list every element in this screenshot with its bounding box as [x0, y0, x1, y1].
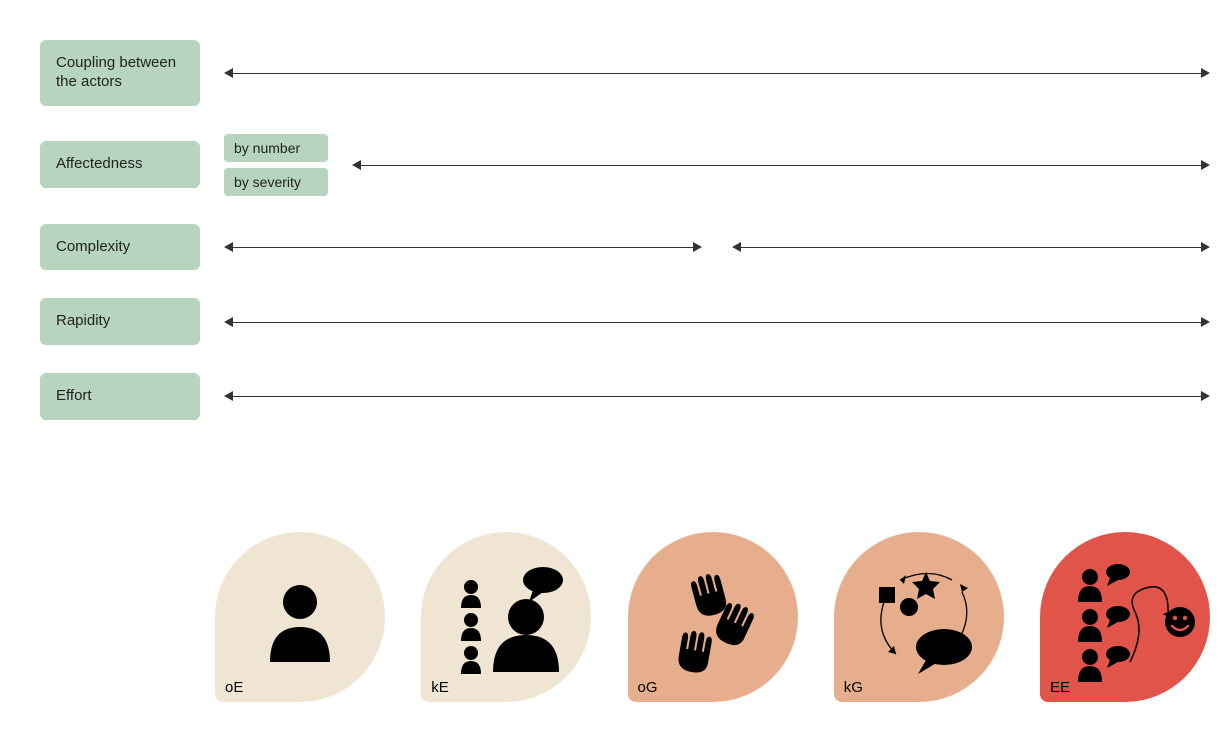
arrow-complexity-left	[224, 242, 702, 252]
drop-label-kG: kG	[844, 679, 863, 696]
drop-kG: kG	[834, 532, 1004, 702]
arrow-complexity	[224, 242, 1210, 252]
drop-kE: kE	[421, 532, 591, 702]
drop-label-kE: kE	[431, 679, 449, 696]
sublabel-by-number: by number	[224, 134, 328, 162]
label-coupling: Coupling between the actors	[40, 40, 200, 106]
drop-label-oE: oE	[225, 679, 243, 696]
sublabel-by-severity: by severity	[224, 168, 328, 196]
drop-oG: oG	[628, 532, 798, 702]
drop-label-oG: oG	[638, 679, 658, 696]
person-icon	[215, 532, 385, 702]
drop-oE: oE	[215, 532, 385, 702]
row-rapidity: Rapidity	[40, 298, 1210, 345]
label-effort: Effort	[40, 373, 200, 420]
label-complexity: Complexity	[40, 224, 200, 271]
row-coupling: Coupling between the actors	[40, 40, 1210, 106]
label-affectedness: Affectedness	[40, 141, 200, 188]
row-complexity: Complexity	[40, 224, 1210, 271]
arrow-coupling	[224, 68, 1210, 78]
arrow-right-icon	[1201, 242, 1210, 252]
arrow-right-icon	[1201, 391, 1210, 401]
arrow-right-icon	[1201, 68, 1210, 78]
row-affectedness: Affectedness by number by severity	[40, 134, 1210, 196]
hands-icon	[628, 532, 798, 702]
arrow-affectedness	[352, 160, 1210, 170]
label-rapidity: Rapidity	[40, 298, 200, 345]
arrow-right-icon	[1201, 160, 1210, 170]
row-effort: Effort	[40, 373, 1210, 420]
arrow-complexity-right	[732, 242, 1210, 252]
arrow-rapidity	[224, 317, 1210, 327]
drops-row: oE kE	[215, 532, 1210, 702]
sublabels-affectedness: by number by severity	[224, 134, 328, 196]
arrow-right-icon	[1201, 317, 1210, 327]
path-people-smile-icon	[1040, 532, 1210, 702]
arrow-effort	[224, 391, 1210, 401]
arrow-right-icon	[693, 242, 702, 252]
drop-EE: EE	[1040, 532, 1210, 702]
people-speech-icon	[421, 532, 591, 702]
drop-label-EE: EE	[1050, 679, 1070, 696]
shapes-cycle-icon	[834, 532, 1004, 702]
